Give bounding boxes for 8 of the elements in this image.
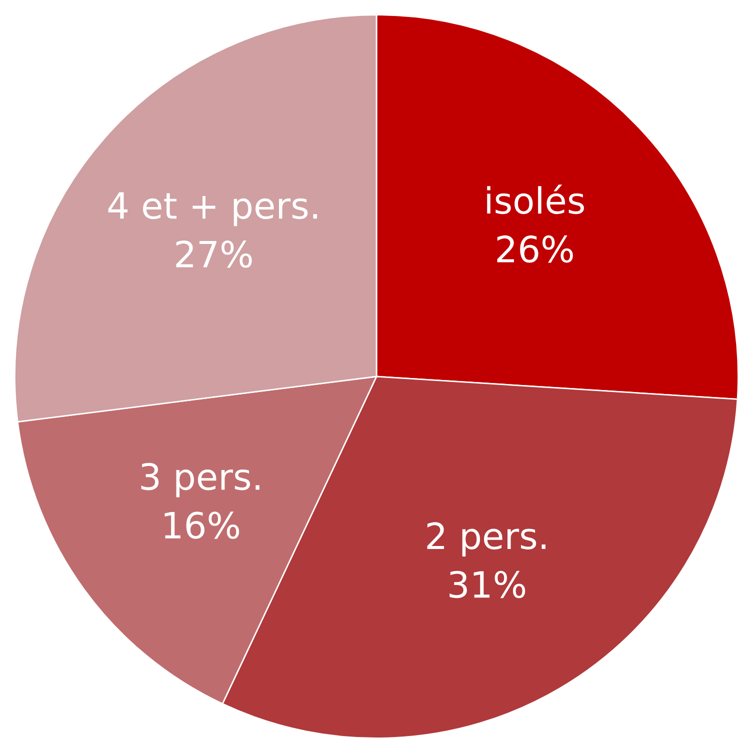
data-label: 16% — [164, 512, 240, 539]
data-label: 31% — [450, 570, 526, 598]
data-label: 27% — [176, 240, 252, 268]
slice-label: isolés — [487, 184, 584, 214]
slice-label: 3 pers. — [141, 462, 260, 498]
slice-label: 4 et + pers. — [108, 192, 317, 226]
slice-label: 2 pers. — [427, 522, 546, 556]
data-label: 26% — [497, 235, 573, 263]
